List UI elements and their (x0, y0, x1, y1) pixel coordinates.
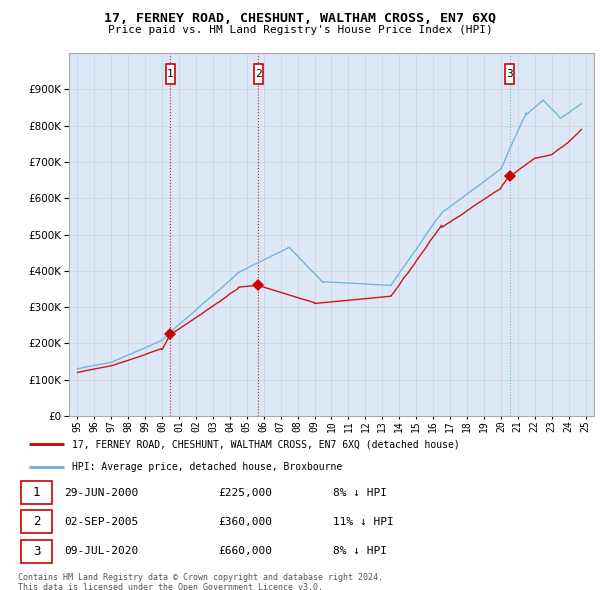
Text: £225,000: £225,000 (218, 488, 272, 497)
Text: 8% ↓ HPI: 8% ↓ HPI (333, 488, 387, 497)
FancyBboxPatch shape (254, 64, 263, 84)
Text: 17, FERNEY ROAD, CHESHUNT, WALTHAM CROSS, EN7 6XQ (detached house): 17, FERNEY ROAD, CHESHUNT, WALTHAM CROSS… (73, 439, 460, 449)
FancyBboxPatch shape (21, 481, 52, 504)
Text: 3: 3 (33, 545, 40, 558)
FancyBboxPatch shape (505, 64, 514, 84)
FancyBboxPatch shape (166, 64, 175, 84)
Text: This data is licensed under the Open Government Licence v3.0.: This data is licensed under the Open Gov… (18, 583, 323, 590)
FancyBboxPatch shape (21, 539, 52, 563)
Text: 11% ↓ HPI: 11% ↓ HPI (333, 517, 394, 527)
Text: 17, FERNEY ROAD, CHESHUNT, WALTHAM CROSS, EN7 6XQ: 17, FERNEY ROAD, CHESHUNT, WALTHAM CROSS… (104, 12, 496, 25)
Text: 29-JUN-2000: 29-JUN-2000 (64, 488, 138, 497)
Text: 2: 2 (33, 515, 40, 529)
Text: 02-SEP-2005: 02-SEP-2005 (64, 517, 138, 527)
Text: 1: 1 (167, 69, 174, 79)
Text: 3: 3 (506, 69, 513, 79)
Text: £660,000: £660,000 (218, 546, 272, 556)
Text: Price paid vs. HM Land Registry's House Price Index (HPI): Price paid vs. HM Land Registry's House … (107, 25, 493, 35)
FancyBboxPatch shape (21, 510, 52, 533)
Text: £360,000: £360,000 (218, 517, 272, 527)
Text: 2: 2 (255, 69, 262, 79)
Text: 1: 1 (33, 486, 40, 499)
Text: 8% ↓ HPI: 8% ↓ HPI (333, 546, 387, 556)
Text: HPI: Average price, detached house, Broxbourne: HPI: Average price, detached house, Brox… (73, 463, 343, 473)
Text: Contains HM Land Registry data © Crown copyright and database right 2024.: Contains HM Land Registry data © Crown c… (18, 573, 383, 582)
Text: 09-JUL-2020: 09-JUL-2020 (64, 546, 138, 556)
